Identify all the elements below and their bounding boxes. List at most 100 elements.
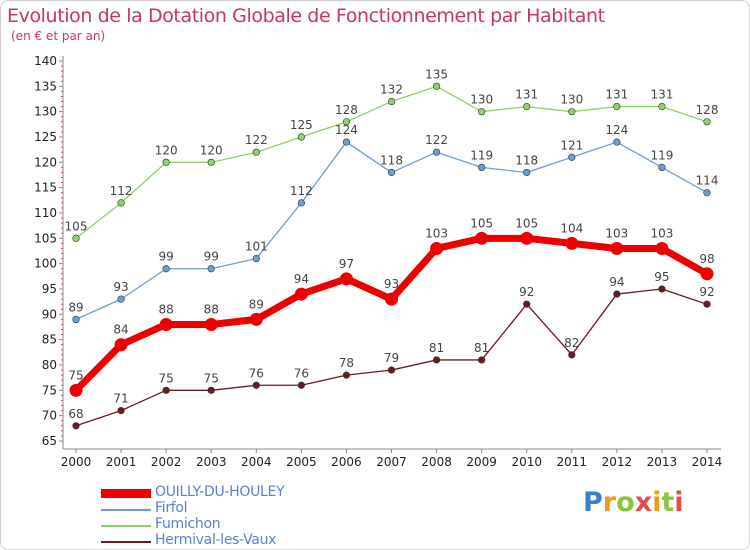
- data-point: [252, 381, 260, 389]
- data-label: 76: [249, 366, 264, 380]
- data-label: 84: [113, 323, 128, 337]
- data-label: 92: [699, 285, 714, 299]
- x-tick-label: 2008: [421, 455, 452, 469]
- data-point: [658, 285, 666, 293]
- data-point: [387, 366, 396, 374]
- data-label: 94: [609, 275, 624, 289]
- data-point: [297, 381, 305, 389]
- data-label: 103: [650, 226, 673, 240]
- data-label: 89: [68, 300, 83, 314]
- legend-item: Hermival-les-Vaux: [101, 532, 361, 549]
- data-point: [565, 236, 579, 250]
- x-tick-label: 2014: [692, 455, 723, 469]
- data-label: 105: [65, 219, 88, 233]
- data-label: 112: [110, 184, 133, 198]
- data-label: 130: [470, 93, 493, 107]
- data-point: [658, 102, 666, 111]
- data-label: 75: [204, 371, 219, 385]
- data-point: [613, 102, 621, 111]
- data-point: [342, 371, 351, 379]
- data-point: [703, 118, 711, 126]
- x-tick-label: 2002: [151, 455, 182, 469]
- data-label: 81: [429, 341, 444, 355]
- data-label: 88: [204, 302, 219, 316]
- y-tick-label: 85: [42, 333, 57, 347]
- data-label: 119: [470, 148, 493, 162]
- data-label: 128: [335, 103, 358, 117]
- data-label: 120: [155, 143, 178, 157]
- data-label: 99: [159, 250, 174, 264]
- data-label: 105: [470, 216, 493, 230]
- data-point: [655, 241, 669, 255]
- legend-label: Hermival-les-Vaux: [155, 532, 277, 548]
- x-tick-label: 2012: [602, 455, 633, 469]
- data-label: 122: [245, 133, 268, 147]
- data-point: [249, 312, 263, 326]
- data-point: [117, 295, 125, 303]
- data-label: 78: [339, 356, 354, 370]
- data-label: 118: [515, 153, 538, 167]
- data-point: [613, 290, 621, 298]
- data-point: [72, 234, 80, 242]
- data-point: [658, 163, 666, 171]
- data-point: [207, 265, 215, 273]
- data-point: [72, 315, 80, 324]
- data-label: 118: [380, 153, 403, 167]
- data-label: 105: [515, 216, 538, 230]
- data-label: 97: [339, 257, 354, 271]
- y-tick-label: 105: [34, 231, 57, 245]
- legend-swatch: [101, 541, 151, 543]
- y-tick-label: 130: [34, 105, 57, 119]
- data-label: 76: [294, 366, 309, 380]
- data-label: 81: [474, 341, 489, 355]
- data-label: 131: [650, 88, 673, 102]
- legend-item: OUILLY-DU-HOULEY: [101, 484, 361, 501]
- data-label: 82: [564, 336, 579, 350]
- data-label: 124: [605, 123, 628, 137]
- data-point: [478, 108, 486, 116]
- legend-swatch: [101, 509, 151, 511]
- chart-title: Evolution de la Dotation Globale de Fonc…: [7, 5, 605, 27]
- data-label: 71: [113, 392, 128, 406]
- y-tick-label: 140: [34, 54, 57, 68]
- data-point: [568, 351, 576, 359]
- data-label: 95: [654, 270, 669, 284]
- data-label: 92: [519, 285, 534, 299]
- x-tick-label: 2004: [241, 455, 272, 469]
- data-point: [297, 199, 305, 207]
- legend-swatch: [101, 525, 151, 527]
- y-tick-label: 90: [42, 307, 57, 321]
- data-point: [159, 317, 173, 331]
- y-tick-label: 65: [42, 434, 57, 448]
- x-tick-label: 2005: [286, 455, 317, 469]
- y-tick-label: 125: [34, 130, 57, 144]
- data-label: 121: [560, 138, 583, 152]
- data-label: 94: [294, 272, 309, 286]
- data-label: 68: [68, 407, 83, 421]
- data-point: [114, 338, 128, 352]
- data-label: 112: [290, 184, 313, 198]
- legend-label: OUILLY-DU-HOULEY: [155, 484, 285, 500]
- data-point: [204, 317, 218, 331]
- data-label: 75: [159, 371, 174, 385]
- data-label: 120: [200, 143, 223, 157]
- y-tick-label: 135: [34, 79, 57, 93]
- data-point: [207, 158, 215, 166]
- data-point: [568, 108, 576, 116]
- data-point: [297, 133, 305, 141]
- data-point: [387, 168, 396, 177]
- x-tick-label: 2000: [61, 455, 92, 469]
- data-point: [432, 356, 441, 364]
- data-label: 124: [335, 123, 358, 137]
- data-label: 131: [515, 88, 538, 102]
- y-tick-label: 100: [34, 257, 57, 271]
- data-point: [610, 241, 624, 255]
- data-point: [523, 300, 531, 308]
- data-point: [72, 422, 80, 430]
- data-point: [568, 153, 576, 161]
- data-label: 122: [425, 133, 448, 147]
- data-label: 88: [159, 302, 174, 316]
- proxiti-logo: Proxiti: [583, 487, 684, 518]
- legend-item: Fumichon: [101, 516, 361, 533]
